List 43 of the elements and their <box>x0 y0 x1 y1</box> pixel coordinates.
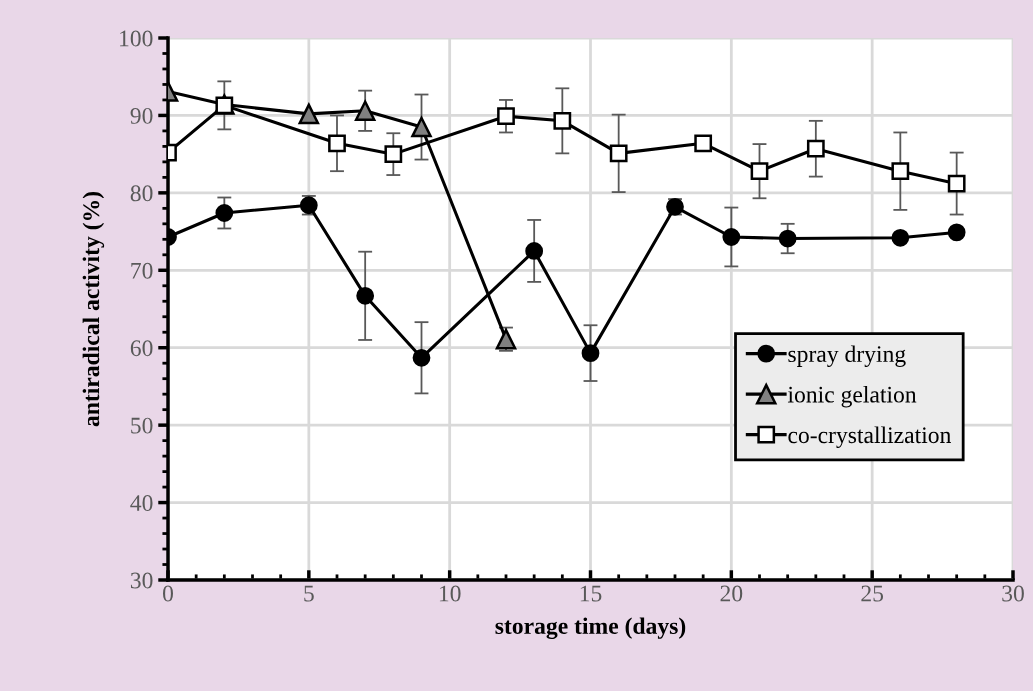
y-tick-label: 100 <box>120 30 153 47</box>
legend-label: co-crystallization <box>788 426 951 448</box>
point <box>694 134 713 153</box>
point <box>384 145 403 164</box>
point <box>497 107 515 126</box>
point <box>947 174 966 193</box>
point <box>298 103 320 125</box>
point <box>354 100 376 122</box>
point <box>412 348 431 367</box>
x-tick-label: 10 <box>439 585 461 602</box>
x-tick-label: 5 <box>304 585 314 602</box>
point <box>609 144 628 163</box>
point <box>891 162 910 181</box>
point <box>215 96 234 115</box>
y-tick-label: 80 <box>130 185 153 202</box>
y-tick-label: 70 <box>131 262 153 279</box>
y-tick-label: 40 <box>130 495 153 511</box>
point <box>215 204 234 222</box>
point <box>750 162 769 181</box>
point <box>553 111 572 130</box>
y-axis-title: antiradical activity (%) <box>82 192 105 427</box>
y-tick-label: 90 <box>130 107 153 124</box>
point <box>778 229 797 248</box>
x-tick-label: 20 <box>720 585 743 602</box>
point <box>722 228 741 246</box>
point <box>328 134 346 153</box>
point <box>356 286 375 305</box>
x-tick-label: 15 <box>580 585 602 602</box>
y-tick-label: 50 <box>131 417 153 434</box>
x-tick-label: 25 <box>861 585 884 602</box>
point <box>581 344 600 363</box>
point <box>947 223 966 242</box>
x-axis-title: storage time (days) <box>495 617 686 639</box>
point <box>411 116 432 138</box>
x-tick-label: 0 <box>163 585 173 602</box>
legend-label: spray drying <box>788 345 906 367</box>
x-tick-label: 30 <box>1002 585 1024 602</box>
point <box>806 139 825 158</box>
legend-label: ionic gelation <box>787 386 917 408</box>
point <box>891 228 910 247</box>
y-tick-label: 30 <box>130 572 153 589</box>
point <box>525 242 544 260</box>
y-tick-label: 60 <box>130 340 153 357</box>
